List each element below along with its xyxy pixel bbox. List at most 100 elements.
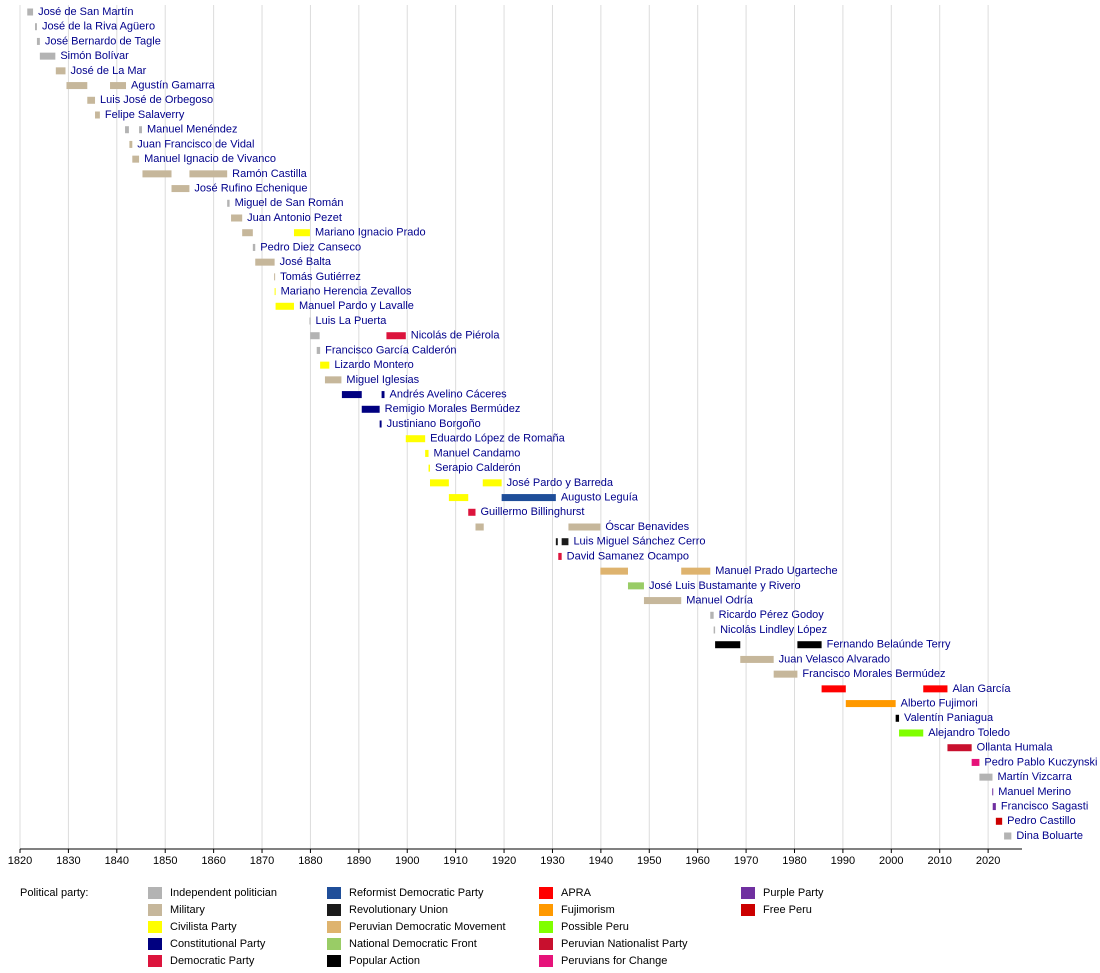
president-label: Justiniano Borgoño bbox=[387, 418, 481, 430]
legend-swatch bbox=[148, 955, 162, 967]
legend-label: Peruvian Democratic Movement bbox=[349, 921, 506, 933]
x-tick-label: 1980 bbox=[782, 855, 806, 867]
president-label: Juan Antonio Pezet bbox=[247, 212, 342, 224]
president-label: Manuel Pardo y Lavalle bbox=[299, 300, 414, 312]
legend-swatch bbox=[148, 904, 162, 916]
legend-swatch bbox=[741, 887, 755, 899]
president-label: Óscar Benavides bbox=[605, 520, 689, 533]
term-bar bbox=[429, 479, 449, 487]
president-label: Manuel Menéndez bbox=[147, 124, 238, 136]
legend-swatch bbox=[148, 921, 162, 933]
x-tick-label: 1830 bbox=[56, 855, 80, 867]
president-label: José Pardo y Barreda bbox=[507, 477, 614, 489]
x-tick-label: 1920 bbox=[492, 855, 516, 867]
legend-swatch bbox=[741, 904, 755, 916]
president-label: Miguel Iglesias bbox=[346, 374, 419, 386]
term-bar bbox=[561, 538, 569, 546]
term-bar bbox=[558, 552, 562, 560]
term-bar bbox=[600, 567, 628, 575]
term-bar bbox=[324, 376, 342, 384]
x-tick-label: 1870 bbox=[250, 855, 274, 867]
term-bar bbox=[979, 773, 993, 781]
x-tick-label: 1940 bbox=[589, 855, 613, 867]
president-label: Manuel Candamo bbox=[434, 447, 521, 459]
term-bar bbox=[132, 155, 140, 163]
x-tick-label: 2000 bbox=[879, 855, 903, 867]
president-label: Pedro Castillo bbox=[1007, 815, 1075, 827]
x-tick-label: 1900 bbox=[395, 855, 419, 867]
term-bar bbox=[231, 214, 243, 222]
president-label: Ollanta Humala bbox=[977, 742, 1054, 754]
x-tick-label: 1910 bbox=[443, 855, 467, 867]
legend-label: Reformist Democratic Party bbox=[349, 887, 484, 899]
president-label: Andrés Avelino Cáceres bbox=[389, 388, 507, 400]
term-bar bbox=[947, 744, 972, 752]
legend-label: Military bbox=[170, 904, 205, 916]
term-bar bbox=[710, 611, 714, 619]
president-label: Ricardo Pérez Godoy bbox=[719, 609, 825, 621]
term-bar bbox=[1004, 832, 1012, 840]
term-bar bbox=[274, 273, 276, 281]
president-label: Felipe Salaverry bbox=[105, 109, 185, 121]
term-bar bbox=[316, 346, 321, 354]
president-label: Luis José de Orbegoso bbox=[100, 94, 213, 106]
president-label: José Balta bbox=[280, 256, 332, 268]
term-bar bbox=[310, 332, 320, 340]
term-bar bbox=[773, 670, 798, 678]
president-label: Manuel Merino bbox=[998, 786, 1071, 798]
president-label: Luis Miguel Sánchez Cerro bbox=[573, 536, 705, 548]
term-bar bbox=[448, 494, 469, 502]
president-label: Francisco García Calderón bbox=[325, 344, 456, 356]
term-bar bbox=[293, 229, 310, 237]
term-bar bbox=[425, 449, 429, 457]
x-tick-label: 1970 bbox=[734, 855, 758, 867]
term-bar bbox=[821, 685, 846, 693]
president-label: Nicolás Lindley López bbox=[720, 624, 827, 636]
term-bar bbox=[189, 170, 228, 178]
x-tick-label: 1840 bbox=[105, 855, 129, 867]
term-bar bbox=[309, 317, 311, 325]
term-bar bbox=[386, 332, 406, 340]
legend-label: Revolutionary Union bbox=[349, 904, 448, 916]
president-label: Luis La Puerta bbox=[315, 315, 387, 327]
term-bar bbox=[681, 567, 711, 575]
president-label: José Rufino Echenique bbox=[194, 182, 307, 194]
x-tick-label: 1880 bbox=[298, 855, 322, 867]
legend-swatch bbox=[539, 938, 553, 950]
term-bar bbox=[555, 538, 558, 546]
x-tick-label: 1950 bbox=[637, 855, 661, 867]
president-label: Manuel Prado Ugarteche bbox=[715, 565, 837, 577]
x-tick-label: 1960 bbox=[685, 855, 709, 867]
term-bar bbox=[125, 126, 129, 134]
term-bar bbox=[275, 302, 294, 310]
term-bar bbox=[227, 199, 230, 207]
term-bar bbox=[468, 508, 476, 516]
term-bar bbox=[66, 82, 88, 90]
legend-label: Purple Party bbox=[763, 887, 824, 899]
x-tick-label: 1990 bbox=[831, 855, 855, 867]
legend-label: Peruvians for Change bbox=[561, 955, 667, 967]
term-bar bbox=[405, 435, 426, 443]
president-label: Valentín Paniagua bbox=[904, 712, 994, 724]
term-bar bbox=[36, 37, 40, 45]
term-bar bbox=[845, 700, 896, 708]
president-label: Alberto Fujimori bbox=[901, 697, 978, 709]
president-label: Simón Bolívar bbox=[60, 50, 129, 62]
legend-swatch bbox=[148, 938, 162, 950]
x-tick-label: 2010 bbox=[927, 855, 951, 867]
term-bar bbox=[740, 655, 774, 663]
president-label: Miguel de San Román bbox=[235, 197, 344, 209]
term-bar bbox=[627, 582, 644, 590]
legend-swatch bbox=[539, 887, 553, 899]
president-label: Dina Boluarte bbox=[1016, 830, 1083, 842]
term-bar bbox=[379, 420, 382, 428]
legend-label: Free Peru bbox=[763, 904, 812, 916]
x-tick-label: 1930 bbox=[540, 855, 564, 867]
term-bar bbox=[142, 170, 172, 178]
term-bar bbox=[95, 111, 100, 119]
term-bar bbox=[171, 185, 190, 193]
president-label: Augusto Leguía bbox=[561, 491, 639, 503]
president-label: Pedro Diez Canseco bbox=[260, 241, 361, 253]
term-bar bbox=[242, 229, 253, 237]
president-label: Guillermo Billinghurst bbox=[480, 506, 584, 518]
